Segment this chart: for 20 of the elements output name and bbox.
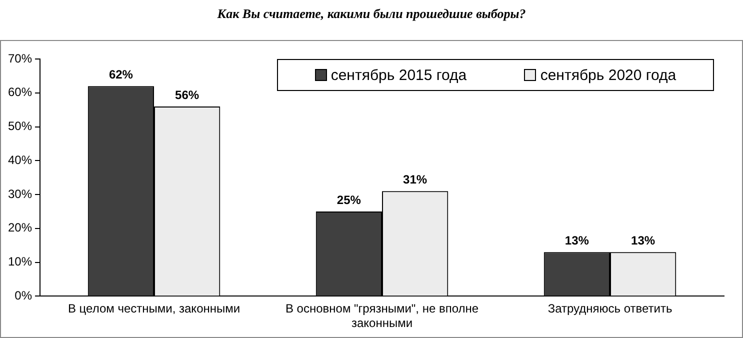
data-label: 31%: [403, 172, 428, 186]
y-tick-label: 10%: [8, 254, 32, 269]
data-label: 25%: [336, 192, 362, 207]
y-tick-label: 70%: [8, 51, 32, 66]
legend-label: сентябрь 2020 года: [540, 66, 676, 84]
data-label: 13%: [631, 233, 656, 248]
y-tick-label: 60%: [8, 85, 32, 100]
data-label: 56%: [175, 88, 200, 102]
legend-label: сентябрь 2015 года: [330, 66, 467, 84]
data-label: 62%: [108, 67, 134, 82]
data-label: 13%: [564, 233, 590, 248]
x-tick-label: В основном "грязными", не вполне законными: [285, 302, 479, 330]
y-tick-label: 30%: [8, 186, 32, 201]
y-tick-label: 20%: [8, 220, 32, 235]
x-tick-label: Затрудняюсь ответить: [548, 302, 672, 316]
chart-title: Как Вы считаете, какими были прошедшие выборы?: [216, 6, 527, 22]
x-tick-label: В целом честными, законными: [68, 302, 240, 316]
y-tick-label: 50%: [8, 119, 32, 134]
y-tick-label: 40%: [8, 152, 32, 167]
y-tick-label: 0%: [14, 288, 32, 303]
